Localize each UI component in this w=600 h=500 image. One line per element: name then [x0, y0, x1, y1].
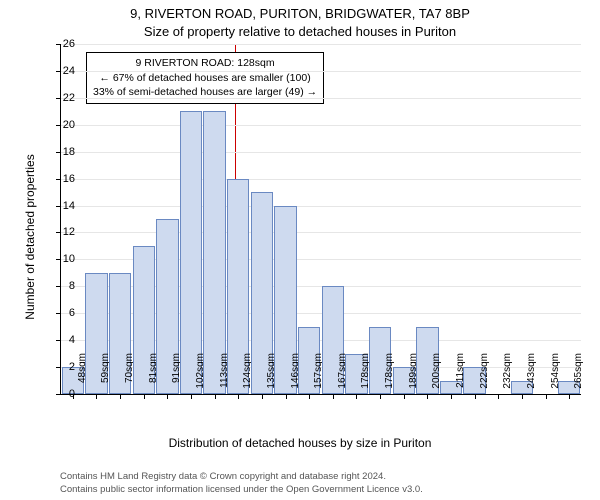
x-tick-mark: [569, 394, 570, 399]
y-tick-label: 6: [47, 307, 75, 319]
grid-line: [61, 71, 581, 72]
chart-title-1: 9, RIVERTON ROAD, PURITON, BRIDGWATER, T…: [0, 6, 600, 21]
grid-line: [61, 232, 581, 233]
x-tick-mark: [144, 394, 145, 399]
x-tick-mark: [333, 394, 334, 399]
chart-container: 9, RIVERTON ROAD, PURITON, BRIDGWATER, T…: [0, 0, 600, 500]
y-tick-label: 22: [47, 92, 75, 104]
x-tick-mark: [262, 394, 263, 399]
y-tick-label: 2: [47, 361, 75, 373]
footer-line-1: Contains HM Land Registry data © Crown c…: [60, 471, 386, 482]
y-tick-label: 12: [47, 226, 75, 238]
x-tick-mark: [309, 394, 310, 399]
y-tick-label: 8: [47, 280, 75, 292]
grid-line: [61, 98, 581, 99]
y-tick-label: 0: [47, 388, 75, 400]
x-axis-label: Distribution of detached houses by size …: [0, 436, 600, 450]
chart-title-2: Size of property relative to detached ho…: [0, 24, 600, 39]
x-tick-mark: [427, 394, 428, 399]
y-tick-label: 18: [47, 146, 75, 158]
x-tick-mark: [546, 394, 547, 399]
annotation-box: 9 RIVERTON ROAD: 128sqm ← 67% of detache…: [86, 52, 324, 104]
plot-area: 9 RIVERTON ROAD: 128sqm ← 67% of detache…: [60, 44, 581, 395]
y-tick-label: 4: [47, 334, 75, 346]
y-axis-label: Number of detached properties: [23, 107, 37, 367]
y-tick-label: 26: [47, 38, 75, 50]
grid-line: [61, 206, 581, 207]
grid-line: [61, 125, 581, 126]
x-tick-label: 265sqm: [573, 353, 584, 399]
x-tick-mark: [286, 394, 287, 399]
bar: [180, 111, 202, 394]
annotation-line: ← 67% of detached houses are smaller (10…: [93, 71, 317, 86]
y-tick-label: 16: [47, 173, 75, 185]
y-tick-label: 24: [47, 65, 75, 77]
x-tick-mark: [380, 394, 381, 399]
grid-line: [61, 44, 581, 45]
annotation-line: 9 RIVERTON ROAD: 128sqm: [93, 56, 317, 71]
x-tick-mark: [451, 394, 452, 399]
grid-line: [61, 179, 581, 180]
bar: [203, 111, 225, 394]
x-tick-mark: [215, 394, 216, 399]
grid-line: [61, 152, 581, 153]
x-tick-mark: [167, 394, 168, 399]
x-tick-label: 222sqm: [479, 353, 490, 399]
y-tick-label: 20: [47, 119, 75, 131]
y-tick-label: 14: [47, 200, 75, 212]
y-tick-label: 10: [47, 253, 75, 265]
x-tick-mark: [96, 394, 97, 399]
footer-line-2: Contains public sector information licen…: [60, 484, 423, 495]
x-tick-mark: [498, 394, 499, 399]
x-tick-mark: [404, 394, 405, 399]
x-tick-mark: [238, 394, 239, 399]
x-tick-mark: [120, 394, 121, 399]
x-tick-mark: [475, 394, 476, 399]
x-tick-mark: [191, 394, 192, 399]
x-tick-label: 243sqm: [526, 353, 537, 399]
x-tick-mark: [356, 394, 357, 399]
x-tick-mark: [522, 394, 523, 399]
